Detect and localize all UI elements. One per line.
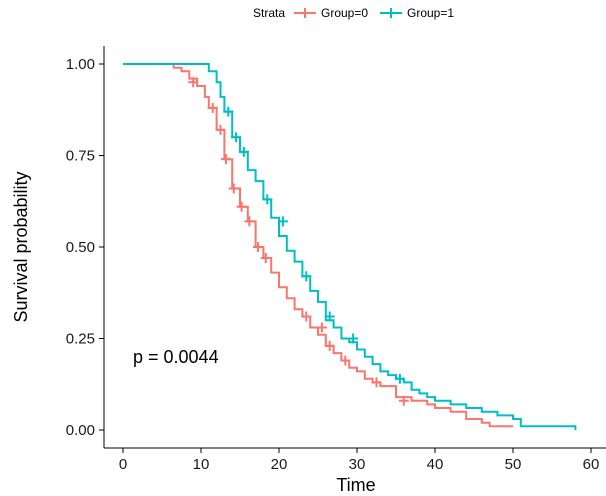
censor-mark-group0: [398, 395, 409, 406]
survival-curve-group0: [123, 63, 513, 428]
x-tick-label: 30: [349, 456, 366, 473]
censor-mark-group1: [348, 333, 359, 344]
series-layer: [123, 63, 577, 430]
censor-mark-group0: [252, 242, 263, 252]
censor-mark-group0: [316, 322, 327, 333]
x-tick-label: 40: [427, 456, 444, 473]
censor-mark-group0: [228, 183, 239, 194]
censor-mark-group0: [207, 102, 218, 113]
censor-mark-group1: [238, 146, 249, 157]
censor-mark-group1: [223, 106, 234, 117]
censor-mark-group0: [220, 154, 231, 165]
p-value-annotation: p = 0.0044: [133, 347, 219, 367]
y-tick-label: 0.75: [66, 148, 95, 165]
survival-curve-group1: [123, 63, 577, 430]
censor-mark-group0: [371, 377, 382, 388]
y-tick-label: 0.25: [66, 331, 95, 348]
censor-mark-group1: [231, 132, 242, 143]
censor-mark-group0: [340, 355, 351, 366]
censor-mark-group0: [188, 77, 199, 88]
x-tick-label: 50: [505, 456, 522, 473]
censor-mark-group1: [277, 216, 288, 227]
censor-mark-group0: [260, 252, 271, 263]
legend: Strata Group=0 Group=1: [253, 6, 454, 20]
censor-mark-group1: [301, 271, 312, 282]
x-tick-label: 0: [119, 456, 127, 473]
y-tick-label: 0.50: [66, 239, 95, 256]
censor-mark-group0: [324, 340, 335, 351]
censor-mark-group0: [301, 311, 312, 322]
censor-mark-group0: [215, 124, 226, 135]
censor-mark-group1: [262, 194, 273, 205]
y-tick-label: 0.00: [66, 422, 95, 439]
x-axis-title: Time: [336, 475, 375, 495]
y-axis-title: Survival probability: [11, 171, 31, 322]
censor-mark-group1: [324, 311, 335, 322]
censor-mark-group1: [394, 373, 405, 384]
x-tick-label: 60: [583, 456, 600, 473]
legend-entry-group1: Group=1: [407, 6, 454, 20]
x-tick-label: 10: [193, 456, 210, 473]
censor-mark-group0: [244, 216, 255, 227]
y-tick-label: 1.00: [66, 56, 95, 73]
legend-entry-group0: Group=0: [321, 6, 368, 20]
y-ticks: 0.00 0.25 0.50 0.75 1.00: [66, 56, 104, 439]
x-tick-label: 20: [271, 456, 288, 473]
censor-mark-group0: [236, 201, 247, 212]
x-ticks: 0 10 20 30 40 50 60: [119, 448, 600, 473]
legend-title: Strata: [253, 6, 285, 20]
